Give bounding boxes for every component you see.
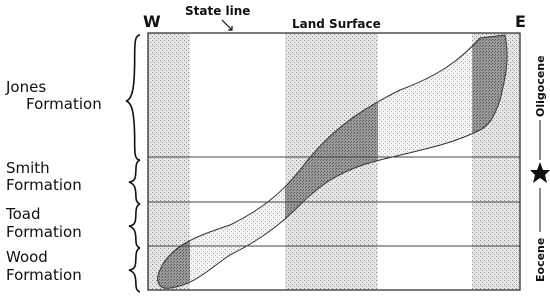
formation-label: Jones — [5, 78, 46, 96]
formation-label: Formation — [26, 95, 102, 113]
formation-label: Smith — [6, 159, 50, 177]
state-line-label: State line — [185, 4, 250, 18]
formation-label: Formation — [6, 176, 82, 194]
formation-label: Formation — [6, 223, 82, 241]
formation-label: Formation — [6, 266, 82, 284]
geologic-cross-section: W E State line Land Surface Jones Format… — [0, 0, 550, 297]
braces — [126, 35, 140, 292]
formation-label: Toad — [5, 205, 41, 223]
epoch-label: Oligocene — [534, 55, 547, 117]
arrow — [222, 20, 232, 30]
star — [530, 162, 550, 183]
land-surface-label: Land Surface — [292, 17, 381, 31]
east-label: E — [515, 12, 526, 31]
formation-label: Wood — [6, 248, 48, 266]
epoch-label: Eocene — [534, 238, 547, 282]
west-label: W — [143, 12, 161, 31]
